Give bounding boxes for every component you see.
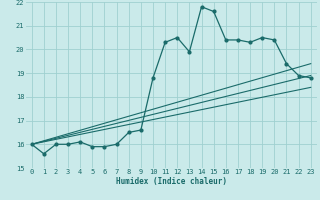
X-axis label: Humidex (Indice chaleur): Humidex (Indice chaleur) [116, 177, 227, 186]
